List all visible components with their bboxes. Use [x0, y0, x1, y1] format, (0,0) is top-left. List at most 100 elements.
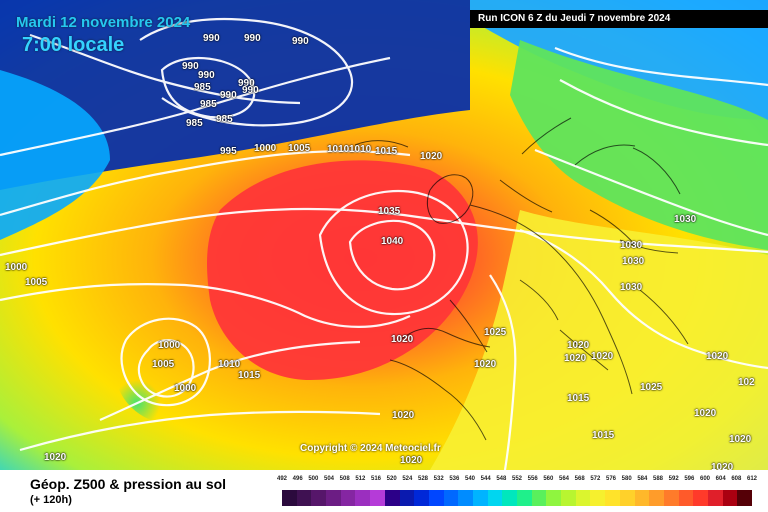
isobar-label: 1000: [174, 383, 197, 394]
isobar-label: 1020: [44, 452, 67, 463]
legend-tick-label: 532: [433, 476, 444, 482]
copyright-text: Copyright © 2024 Meteociel.fr: [300, 443, 441, 454]
legend-color-swatch: [517, 490, 532, 506]
legend-tick-label: 504: [323, 476, 334, 482]
isobar-label: 1040: [381, 236, 404, 247]
legend-color-swatch: [399, 490, 415, 506]
isobar-label: 1020: [706, 351, 729, 362]
isobar-label: 985: [216, 114, 233, 125]
legend-tick-label: 548: [496, 476, 507, 482]
legend-tick-label: 608: [731, 476, 742, 482]
legend-color-swatch: [561, 490, 576, 506]
legend-tick-label: 524: [402, 476, 413, 482]
isobar-label: 1010: [349, 144, 372, 155]
cyan-band-north: [470, 0, 768, 120]
green-band-scandinavia: [510, 40, 768, 250]
legend-tick-label: 536: [449, 476, 460, 482]
legend-color-swatch: [649, 490, 664, 506]
legend-color-swatch: [634, 490, 650, 506]
legend-color-swatch: [472, 490, 488, 506]
isobar-label: 1015: [592, 430, 615, 441]
legend-color-swatch: [678, 490, 694, 506]
isobar-label: 1020: [392, 410, 415, 421]
legend-tick-label: 508: [339, 476, 350, 482]
legend-color-swatch: [355, 490, 371, 506]
legend-tick-label: 604: [715, 476, 726, 482]
isobar-label: 995: [220, 146, 237, 157]
legend-color-swatch: [340, 490, 356, 506]
legend-tick-label: 556: [527, 476, 538, 482]
legend-color-swatch: [384, 490, 400, 506]
legend-color-swatch: [458, 490, 473, 506]
legend-tick-label: 564: [558, 476, 569, 482]
legend-tick-label: 520: [386, 476, 397, 482]
legend-color-swatch: [487, 490, 503, 506]
legend-color-swatch: [575, 490, 591, 506]
isobar-label: 1000: [158, 340, 181, 351]
yellow-southeast: [430, 210, 768, 470]
isobar-label: 1005: [152, 359, 175, 370]
weather-map: Mardi 12 novembre 2024 7:00 locale Run I…: [0, 0, 768, 470]
isobar-label: 1020: [729, 434, 752, 445]
legend-tick-label: 568: [574, 476, 585, 482]
legend-tick-label: 516: [370, 476, 381, 482]
map-graphic: [0, 0, 768, 470]
legend-color-swatch: [619, 490, 635, 506]
legend-tick-label: 544: [480, 476, 491, 482]
isobar-label: 1015: [375, 146, 398, 157]
isobar-label: 1020: [694, 408, 717, 419]
secondary-green-low: [114, 308, 230, 424]
isobar-label: 985: [200, 99, 217, 110]
color-legend: 492 496 500 504 508 512 516 520 524 528 532 536 540 5…: [277, 476, 757, 510]
legend-tick-label: 496: [292, 476, 303, 482]
isobar-label: 985: [194, 82, 211, 93]
legend-tick-label: 500: [308, 476, 319, 482]
isobar-label: 1020: [391, 334, 414, 345]
legend-tick-label: 560: [543, 476, 554, 482]
legend-tick-label: 596: [684, 476, 695, 482]
isobar-label: 1020: [400, 455, 423, 466]
isobar-label: 1035: [378, 206, 401, 217]
isobar-label: 1020: [474, 359, 497, 370]
isobar-label: 1000: [5, 262, 28, 273]
legend-color-swatch: [531, 490, 547, 506]
isobar-label: 990: [292, 36, 309, 47]
legend-tick-label: 580: [621, 476, 632, 482]
legend-color-swatch: [707, 490, 723, 506]
legend-color-swatch: [737, 490, 752, 506]
isobar-label: 1020: [591, 351, 614, 362]
legend-color-swatch: [693, 490, 708, 506]
model-run-info: Run ICON 6 Z du Jeudi 7 novembre 2024: [470, 10, 768, 28]
isobar-label: 1020: [567, 340, 590, 351]
isobar-label: 1015: [567, 393, 590, 404]
isobar-label: 1005: [25, 277, 48, 288]
isobar-label: 1030: [620, 282, 643, 293]
isobar-label: 990: [242, 85, 259, 96]
legend-tick-label: 600: [699, 476, 710, 482]
legend-tick-label: 512: [355, 476, 366, 482]
isobar-label: 1020: [711, 462, 734, 470]
isobars: [0, 17, 768, 470]
forecast-date: Mardi 12 novembre 2024: [16, 14, 191, 31]
legend-tick-label: 592: [668, 476, 679, 482]
legend-colorbar: [282, 490, 752, 506]
isobar-label: 1000: [254, 143, 277, 154]
isobar-label: 990: [198, 70, 215, 81]
legend-color-swatch: [722, 490, 738, 506]
legend-color-swatch: [502, 490, 517, 506]
legend-color-swatch: [663, 490, 679, 506]
isobar-label: 1005: [288, 143, 311, 154]
isobar-label: 1010: [327, 144, 350, 155]
isobar-label: 1030: [620, 240, 643, 251]
legend-color-swatch: [282, 490, 297, 506]
cyan-band-west: [0, 70, 110, 240]
legend-color-swatch: [546, 490, 562, 506]
legend-color-swatch: [443, 490, 459, 506]
forecast-lead-time: (+ 120h): [30, 494, 72, 506]
legend-tick-label: 572: [590, 476, 601, 482]
legend-color-swatch: [311, 490, 327, 506]
legend-color-swatch: [414, 490, 429, 506]
isobar-label: 990: [203, 33, 220, 44]
legend-tick-label: 588: [652, 476, 663, 482]
